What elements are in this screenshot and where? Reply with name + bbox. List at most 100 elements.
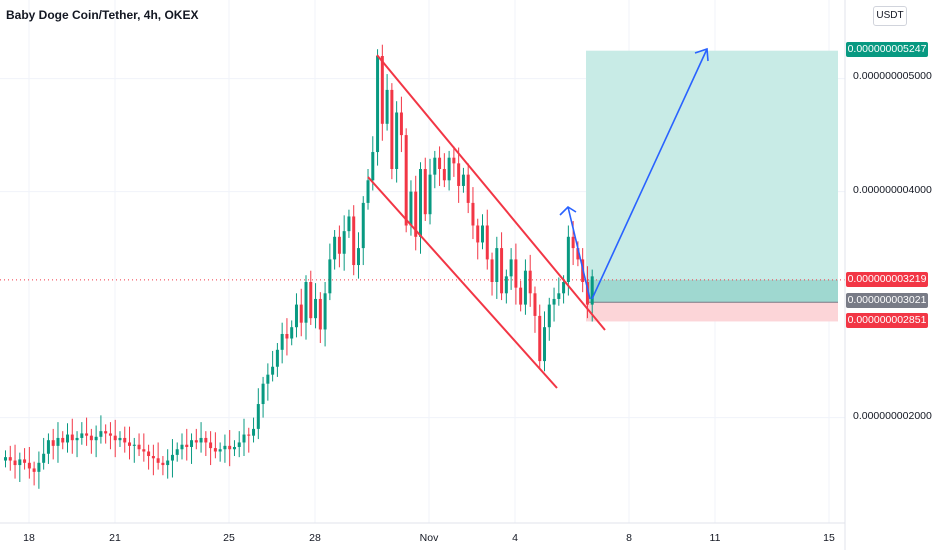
candle [376, 49, 380, 166]
candle [309, 270, 313, 325]
candle-body [395, 112, 399, 169]
candle-body [32, 468, 36, 472]
candle-body [547, 304, 551, 328]
candle-body [285, 333, 289, 339]
candle [528, 254, 532, 307]
candle [271, 350, 275, 382]
candle [37, 451, 41, 489]
x-tick-label: 11 [709, 532, 721, 544]
candle [147, 444, 151, 470]
candle [89, 428, 93, 454]
candle-body [457, 163, 461, 186]
candle [557, 277, 561, 306]
candle [75, 431, 79, 458]
candle-body [271, 366, 275, 375]
candle [299, 288, 303, 337]
candle-body [104, 431, 108, 434]
candle [66, 423, 70, 453]
candle [46, 433, 50, 464]
candle-body [132, 444, 136, 446]
candle-body [304, 282, 308, 323]
candle [547, 297, 551, 341]
candle [142, 433, 146, 462]
candle-body [571, 236, 575, 249]
candle-body [46, 440, 50, 454]
y-tick-label: 0.000000005000 [853, 70, 932, 82]
currency-unit-button[interactable]: USDT [873, 6, 907, 26]
candle [328, 243, 332, 301]
candle-body [347, 216, 351, 232]
candle [438, 146, 442, 186]
x-tick-label: 28 [309, 532, 321, 544]
candle [352, 205, 356, 276]
candle-body [118, 437, 122, 441]
candle-body [528, 270, 532, 294]
target-arrow [591, 48, 708, 300]
stop-price-tag: 0.000000002851 [846, 313, 928, 328]
candle-body [533, 293, 537, 316]
candle [199, 422, 203, 453]
candle-body [481, 225, 484, 243]
target-price-tag: 0.000000005247 [846, 42, 928, 57]
candle-body [228, 445, 232, 450]
candle-body [328, 259, 332, 294]
candle-body [476, 225, 480, 243]
candle-body [552, 298, 556, 305]
candle-body [566, 236, 570, 282]
chart-title: Baby Doge Coin/Tether, 4h, OKEX [6, 8, 199, 22]
candle-body [337, 236, 341, 254]
candle [504, 269, 508, 304]
candle-body [256, 404, 260, 429]
current-price-tag: 0.000000003219 [846, 272, 928, 287]
candle-body [27, 462, 31, 469]
candle-body [18, 459, 22, 466]
candle [500, 232, 504, 301]
candle [266, 363, 270, 401]
candle [433, 150, 437, 189]
entry-price-tag: 0.000000003021 [846, 293, 928, 308]
candle-body [70, 434, 74, 441]
candle [170, 439, 174, 478]
candle [461, 167, 465, 193]
candle [94, 425, 98, 458]
candle-body [490, 259, 494, 282]
candle [156, 442, 160, 470]
candle [275, 343, 279, 377]
profit-zone [586, 50, 838, 303]
candle-body [361, 202, 365, 249]
candle-body [75, 437, 79, 441]
candle-body [500, 248, 504, 294]
candle-body [314, 298, 318, 319]
candle [190, 433, 194, 464]
candle [132, 437, 136, 463]
candle [161, 456, 165, 476]
candle-body [123, 437, 127, 443]
candle-body [399, 112, 403, 136]
candle-body [85, 433, 89, 436]
candle-body [204, 437, 208, 443]
candle-body [89, 435, 93, 441]
candle [18, 452, 22, 483]
candle [399, 96, 403, 153]
candle [290, 320, 294, 346]
candle-body [128, 442, 132, 446]
x-tick-label: 15 [823, 532, 835, 544]
candle [342, 215, 346, 271]
candle-body [342, 231, 346, 254]
candle-body [504, 276, 508, 294]
candle-body [99, 431, 103, 437]
candlestick-series [4, 44, 594, 489]
candle [175, 442, 179, 462]
x-tick-label: 25 [223, 532, 235, 544]
candle [137, 433, 141, 457]
candle-body [356, 248, 360, 266]
candle [32, 461, 36, 486]
candle [356, 232, 360, 279]
candle-body [209, 442, 213, 449]
candle [447, 150, 451, 191]
candle-body [452, 157, 456, 164]
candle-body [299, 304, 303, 323]
candle-body [147, 451, 151, 457]
candle-body [61, 437, 65, 443]
